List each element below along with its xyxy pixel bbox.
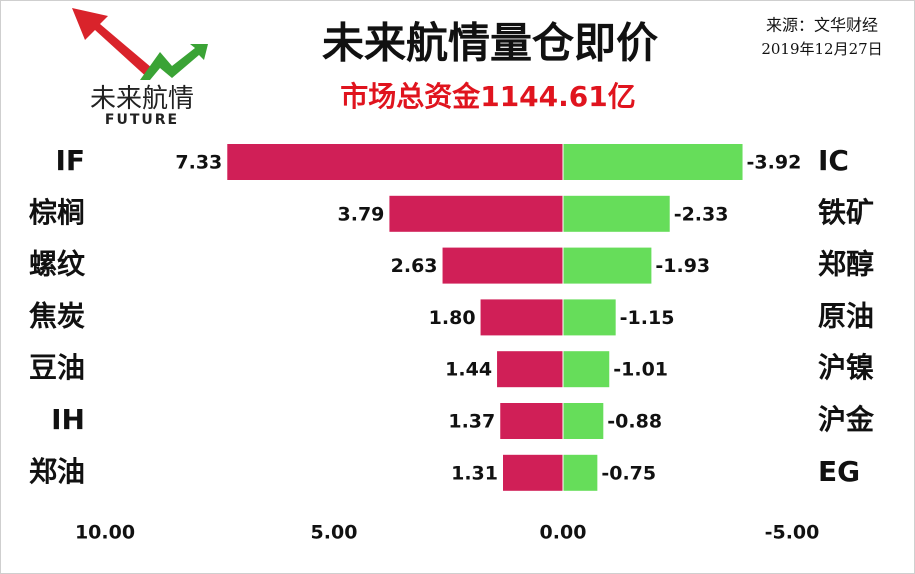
x-tick-label: 0.00 (540, 522, 587, 544)
category-label: IC (818, 144, 849, 177)
source: 来源：文华财经 (766, 16, 878, 35)
category-label: 铁矿 (818, 196, 874, 229)
bar (442, 247, 563, 284)
bar (389, 195, 563, 232)
bar (563, 144, 743, 180)
x-tick-label: 5.00 (311, 522, 358, 544)
logo-red-arrow (72, 8, 152, 80)
value-label: -0.88 (607, 411, 662, 433)
value-label: -1.15 (620, 307, 675, 329)
category-label: 沪金 (818, 403, 875, 436)
value-label: -3.92 (747, 152, 802, 174)
value-label: 1.44 (445, 359, 492, 381)
value-label: 1.31 (451, 462, 498, 484)
logo-green-arrow (140, 44, 208, 80)
bar (563, 454, 598, 491)
x-tick-label: 10.00 (75, 522, 135, 544)
value-label: -2.33 (674, 203, 729, 225)
value-label: 1.80 (429, 307, 476, 329)
logo-text: 未来航情 (90, 84, 194, 114)
value-label: -1.01 (613, 359, 668, 381)
bar (500, 403, 563, 439)
bar (227, 144, 563, 180)
chart-title: 未来航情量仓即价 (322, 19, 658, 68)
category-label: 沪镍 (818, 351, 874, 384)
category-label: 原油 (818, 299, 874, 332)
bar (563, 403, 604, 439)
category-label: EG (818, 455, 860, 488)
value-label: -1.93 (655, 255, 710, 277)
bar (563, 247, 652, 284)
category-label: IF (55, 144, 85, 177)
date: 2019年12月27日 (761, 40, 882, 58)
value-label: 1.37 (448, 411, 495, 433)
value-label: 7.33 (175, 152, 222, 174)
bar (503, 454, 563, 491)
category-label: 郑醇 (818, 248, 874, 281)
category-label: IH (51, 403, 85, 436)
category-label: 螺纹 (29, 248, 86, 281)
logo-sub: FUTURE (105, 112, 179, 128)
category-label: 郑油 (29, 455, 85, 488)
value-label: -0.75 (601, 462, 656, 484)
value-label: 3.79 (338, 203, 385, 225)
value-label: 2.63 (391, 255, 438, 277)
category-label: 棕榈 (29, 196, 85, 229)
bar (563, 351, 610, 388)
category-label: 豆油 (29, 351, 85, 384)
chart-subtitle: 市场总资金1144.61亿 (340, 80, 636, 113)
category-label: 焦炭 (29, 299, 85, 332)
bar (497, 351, 563, 388)
x-tick-label: -5.00 (765, 522, 820, 544)
bar (563, 195, 670, 232)
bar (480, 299, 563, 336)
bar (563, 299, 616, 336)
logo: 未来航情 FUTURE (72, 8, 208, 128)
